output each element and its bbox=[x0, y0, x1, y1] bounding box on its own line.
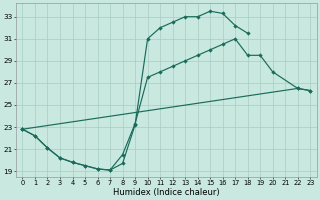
X-axis label: Humidex (Indice chaleur): Humidex (Indice chaleur) bbox=[113, 188, 220, 197]
